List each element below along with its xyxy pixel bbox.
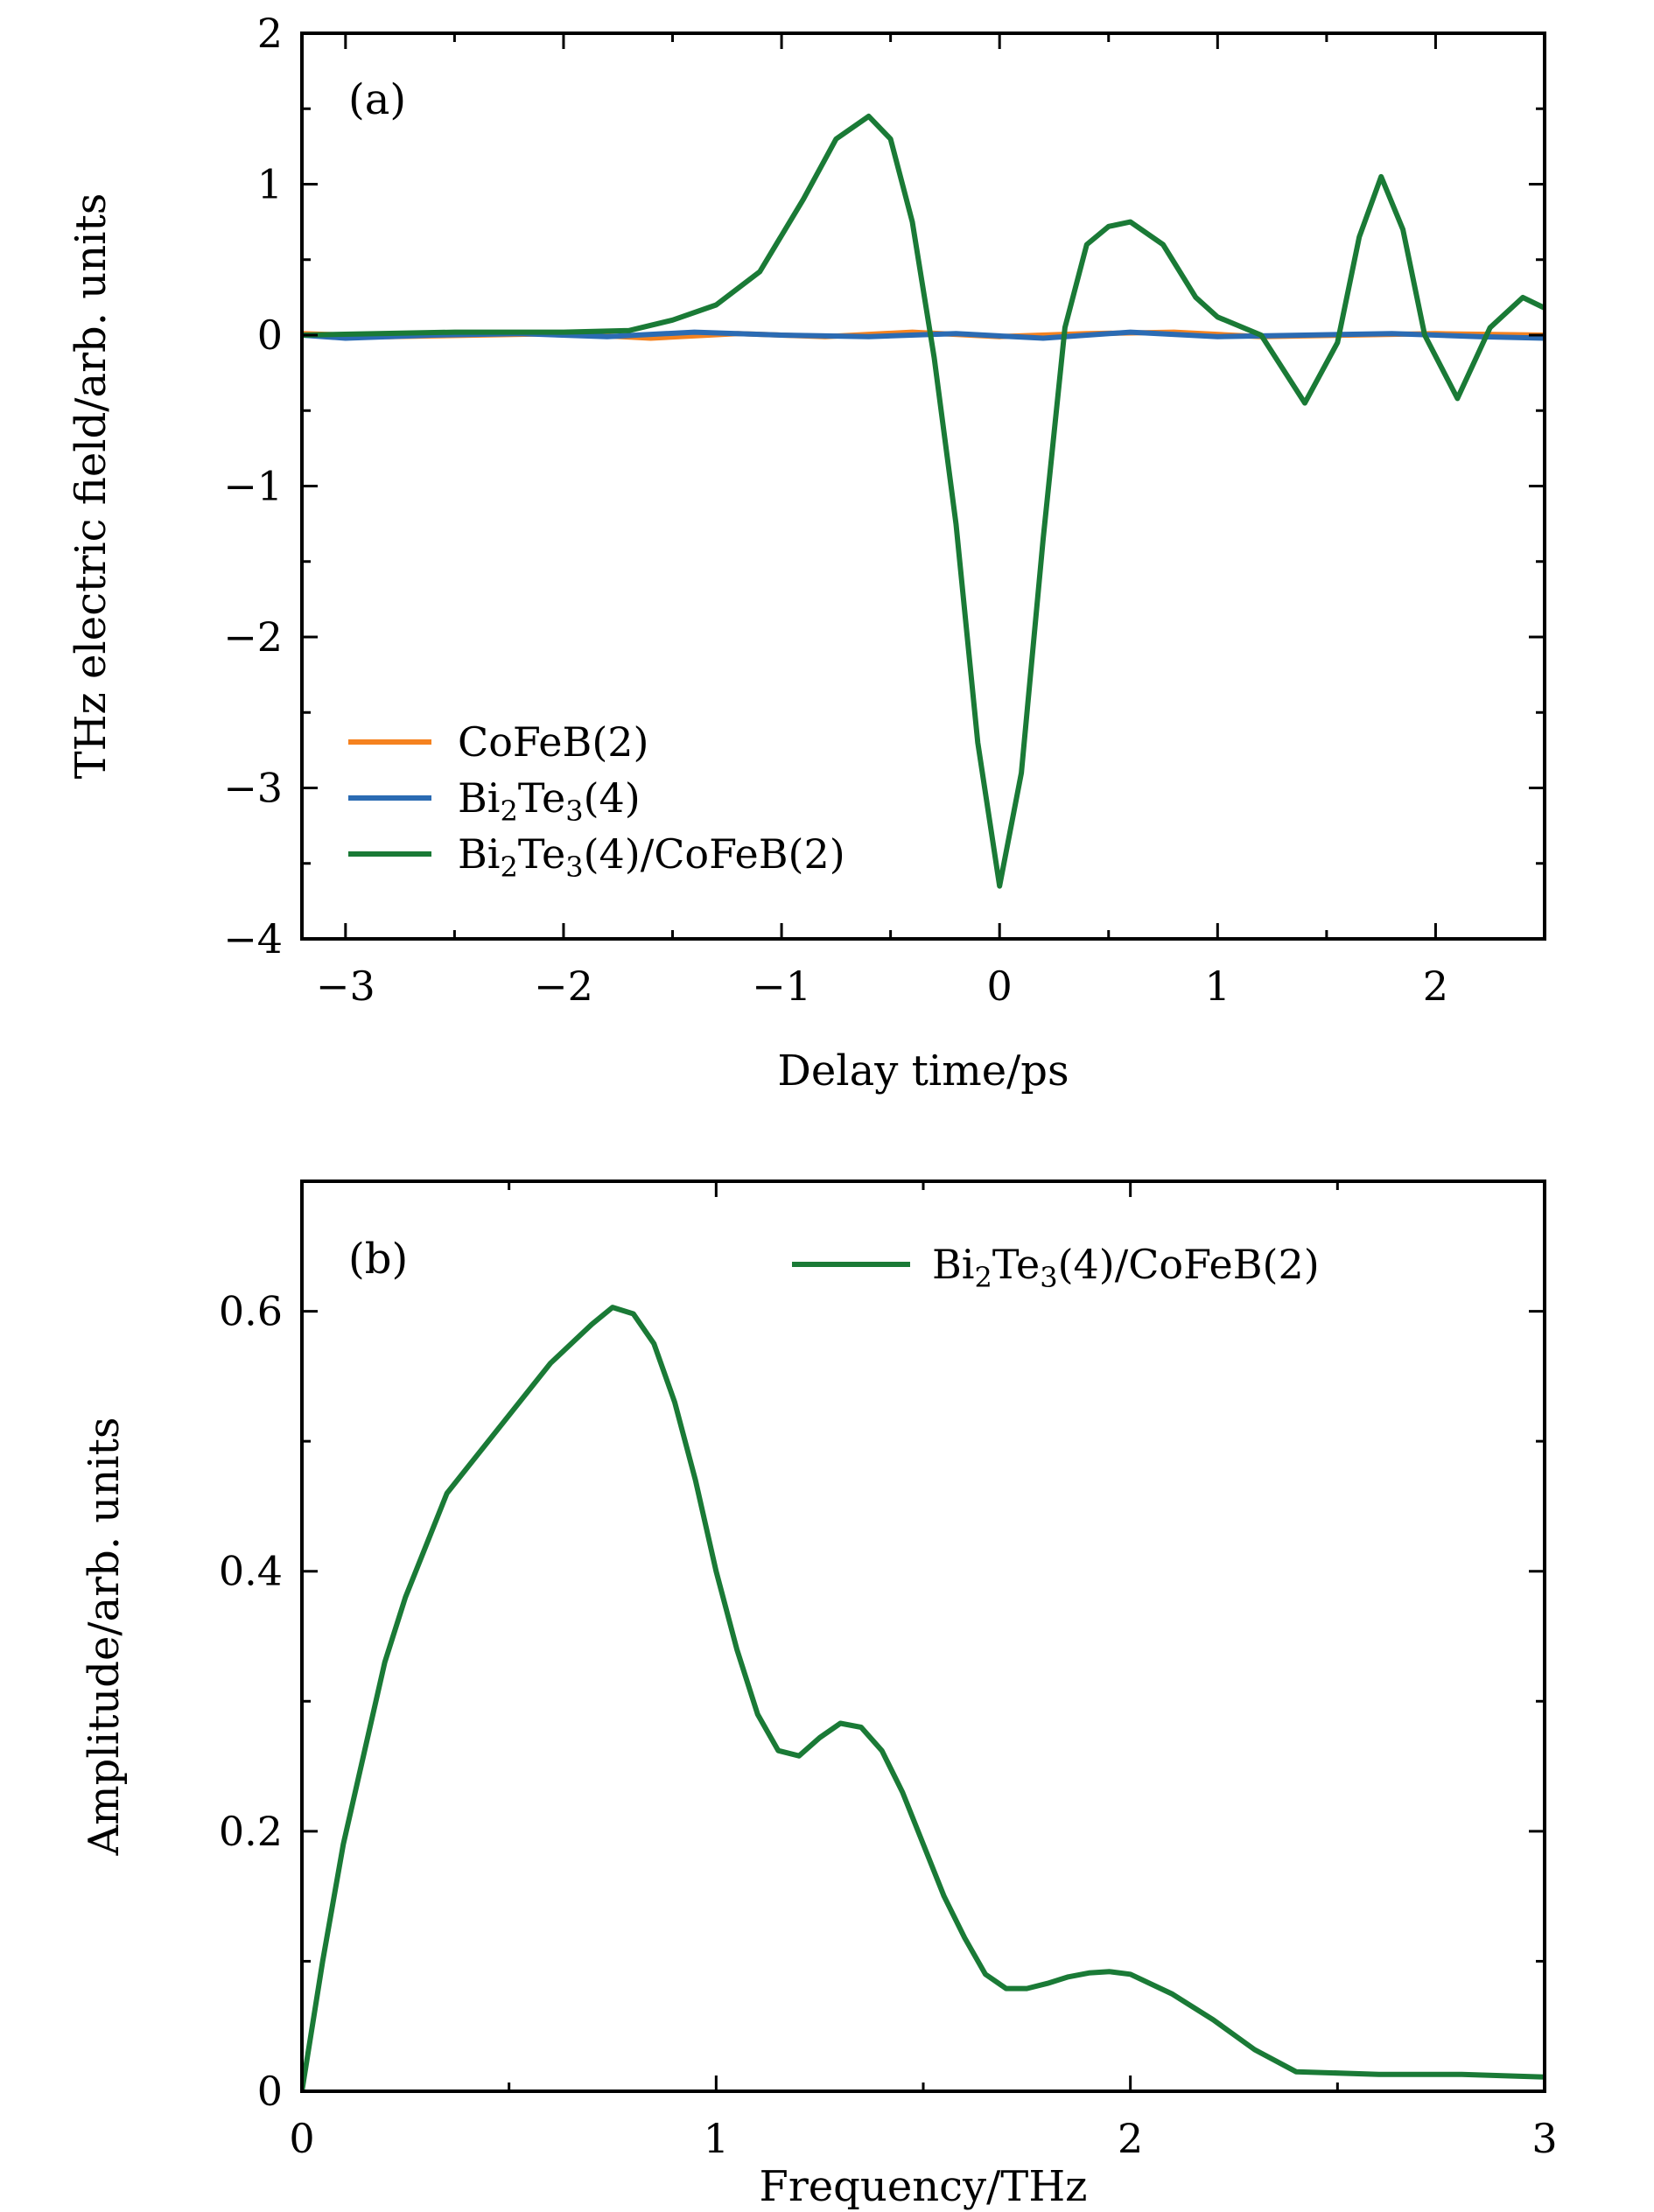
x-tick-label-a: 1 <box>1205 962 1230 1010</box>
x-axis-title-a: Delay time/ps <box>777 1046 1069 1096</box>
y-tick-label-a: −1 <box>223 463 283 510</box>
x-tick-label-b: 1 <box>704 2115 729 2162</box>
series-line-a-2 <box>302 113 1545 889</box>
x-tick-label-b: 0 <box>289 2115 314 2162</box>
y-tick-label-b: 0 <box>257 2068 283 2115</box>
x-tick-label-a: −1 <box>752 962 811 1010</box>
y-tick-label-a: −4 <box>223 915 283 962</box>
panel-a-chart: −3 −2 −1 0 1 2 −4 −3 −2 −1 0 1 2 Delay time/ps THz ele… <box>67 10 1546 1096</box>
x-tick-label-b: 2 <box>1118 2115 1143 2162</box>
panel-b-chart: 0 1 2 3 0 0.2 0.4 0.6 Frequency/THz Amplitude/arb… <box>80 1180 1558 2211</box>
y-tick-label-b: 0.4 <box>219 1548 283 1595</box>
y-tick-label-a: 0 <box>257 312 283 359</box>
x-tick-label-b: 3 <box>1531 2115 1557 2162</box>
legend-label-b-0: Bi2Te3(4)/CoFeB(2) <box>932 1241 1320 1294</box>
y-tick-label-a: 2 <box>257 10 283 57</box>
y-tick-label-a: 1 <box>257 161 283 208</box>
x-tick-label-a: 2 <box>1423 962 1448 1010</box>
y-axis-title-b: Amplitude/arb. units <box>80 1417 129 1856</box>
x-tick-label-a: −2 <box>534 962 593 1010</box>
series-line-b-0 <box>302 1305 1545 2091</box>
panel-label-a: (a) <box>348 75 406 124</box>
legend-label-a-2: Bi2Te3(4)/CoFeB(2) <box>458 830 845 884</box>
x-axis-title-b: Frequency/THz <box>760 2162 1088 2211</box>
x-tick-label-a: −3 <box>316 962 375 1010</box>
y-axis-title-a: THz electric field/arb. units <box>67 193 116 780</box>
y-tick-label-b: 0.6 <box>219 1288 283 1335</box>
legend-label-a-0: CoFeB(2) <box>458 718 648 766</box>
x-tick-label-a: 0 <box>987 962 1013 1010</box>
y-tick-label-a: −2 <box>223 613 283 661</box>
panel-label-b: (b) <box>348 1235 408 1284</box>
y-tick-label-a: −3 <box>223 765 283 812</box>
y-tick-label-b: 0.2 <box>219 1808 283 1855</box>
legend-label-a-1: Bi2Te3(4) <box>458 774 641 828</box>
